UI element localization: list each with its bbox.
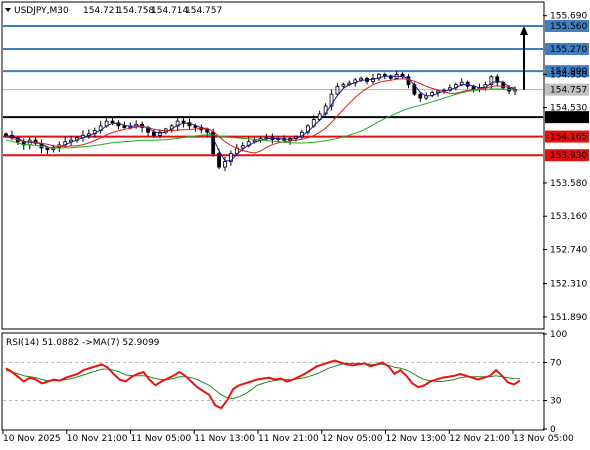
rsi-label: RSI(14) 51.0882: [6, 338, 79, 348]
candle-body: [187, 122, 192, 127]
rsi-tick-label: 0: [550, 425, 556, 435]
level-tag-label: 154.165: [550, 133, 587, 143]
candle-body: [181, 120, 186, 124]
candle-body: [217, 153, 221, 168]
candle-body: [223, 161, 227, 168]
price-tick-label: 152.310: [550, 280, 587, 290]
candle-body: [341, 84, 346, 87]
rsi-panel-frame: [1, 332, 545, 431]
time-tick-label: 11 Nov 21:00: [258, 434, 319, 444]
candle-body: [382, 73, 387, 77]
high-value: 154.758: [117, 6, 154, 16]
candle-body: [489, 76, 494, 86]
level-tag: [545, 111, 589, 124]
candle-body: [4, 133, 8, 136]
level-tag-label: 154.410: [550, 113, 587, 123]
price-tick-label: 153.160: [550, 212, 587, 222]
rsi-tick-label: 100: [550, 330, 567, 340]
price-tick-label: 154.950: [550, 70, 587, 80]
time-tick-label: 12 Nov 21:00: [449, 434, 510, 444]
current-price-tag: [545, 83, 589, 96]
ma-mid-line: [5, 78, 516, 154]
price-levels: 155.560 155.270 154.990 154.410 154.165 153.9…: [3, 19, 589, 162]
open-value: 154.721: [83, 6, 120, 16]
time-tick-label: 11 Nov 05:00: [131, 434, 192, 444]
candles: [4, 25, 528, 172]
time-tick-label: 10 Nov 2025: [3, 434, 61, 444]
candle-body: [116, 122, 121, 127]
close-value: 154.757: [185, 6, 222, 16]
level-tag: [545, 65, 589, 78]
target-arrow-head: [520, 25, 528, 35]
candle-body: [436, 90, 440, 93]
rsi-line: [5, 359, 521, 410]
rsi-ma-label: ->MA(7) 52.9099: [82, 338, 160, 348]
level-tag: [545, 130, 589, 143]
candle-body: [193, 125, 198, 128]
price-tick-label: 155.690: [550, 12, 587, 22]
candle-body: [211, 131, 216, 155]
time-tick-label: 12 Nov 13:00: [386, 434, 447, 444]
candle-body: [252, 139, 257, 143]
level-tag-label: 155.560: [550, 22, 587, 32]
time-tick-label: 11 Nov 13:00: [194, 434, 255, 444]
candle-body: [229, 153, 233, 162]
candle-body: [359, 77, 364, 81]
candle-body: [418, 93, 423, 99]
time-tick-label: 10 Nov 21:00: [67, 434, 128, 444]
candle-body: [240, 145, 245, 149]
candle-body: [459, 81, 464, 86]
candle-body: [110, 120, 115, 124]
candle-body: [152, 131, 156, 136]
candle-body: [495, 76, 500, 83]
price-tick-label: 153.580: [550, 179, 587, 189]
rsi-indicator: 100 70 30 0: [3, 330, 567, 435]
rsi-tick-label: 70: [550, 359, 562, 369]
candle-body: [323, 105, 328, 115]
time-tick-label: 12 Nov 05:00: [322, 434, 383, 444]
level-tag-label: 154.990: [550, 67, 587, 77]
level-tag: [545, 149, 589, 162]
price-tick-label: 151.890: [550, 313, 587, 323]
price-tick-label: 154.530: [550, 104, 587, 114]
rsi-tick-label: 30: [550, 397, 562, 407]
candle-body: [335, 85, 340, 95]
level-tag-label: 153.930: [550, 151, 587, 161]
symbol-label: USDJPY,M30: [14, 6, 69, 16]
price-axis: 155.690 154.950 154.530 153.580 153.160 152.7…: [543, 12, 587, 323]
candle-body: [122, 125, 127, 128]
level-tag-label: 155.270: [550, 45, 587, 55]
current-price-label: 154.757: [550, 86, 587, 96]
low-value: 154.714: [151, 6, 188, 16]
candle-body: [329, 93, 334, 107]
collapse-triangle-icon[interactable]: [5, 8, 11, 12]
time-axis: 10 Nov 2025 10 Nov 21:00 11 Nov 05:00 11 No…: [2, 430, 574, 444]
time-tick-label: 13 Nov 05:00: [513, 434, 574, 444]
price-panel-frame: [1, 1, 545, 330]
ma-slow-line: [5, 88, 516, 149]
level-tag: [545, 19, 589, 32]
candle-body: [45, 147, 50, 151]
candle-body: [175, 120, 180, 127]
price-tick-label: 152.740: [550, 246, 587, 256]
level-tag: [545, 42, 589, 55]
